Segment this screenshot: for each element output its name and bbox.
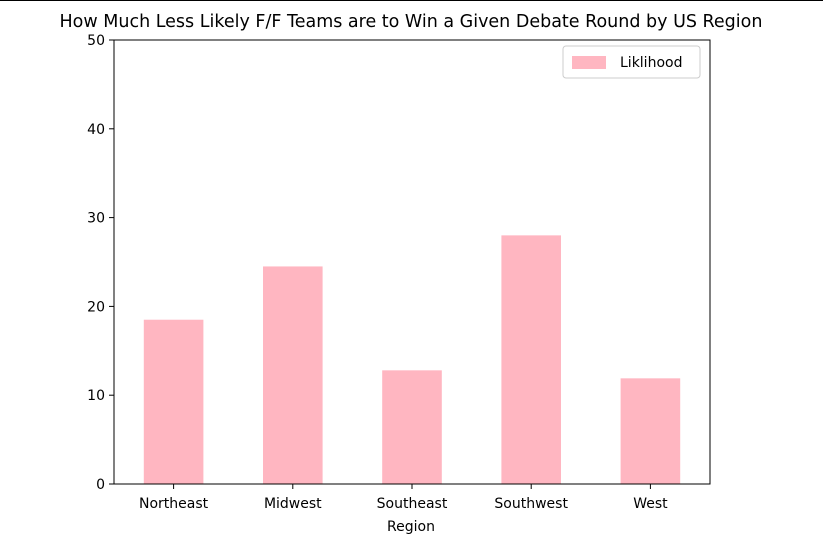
y-tick-label-50: 50 (87, 33, 105, 49)
chart-title: How Much Less Likely F/F Teams are to Wi… (60, 12, 763, 32)
x-tick-label-northeast: Northeast (139, 496, 209, 512)
y-tick-label-20: 20 (87, 299, 105, 315)
y-tick-label-10: 10 (87, 388, 105, 404)
x-axis-label: Region (387, 519, 435, 535)
y-tick-label-30: 30 (87, 211, 105, 227)
legend: Liklihood (562, 45, 701, 79)
y-tick-label-40: 40 (87, 122, 105, 138)
bar-southeast (382, 370, 442, 484)
bar-midwest (263, 266, 323, 484)
bar-northeast (143, 319, 204, 484)
x-tick-label-midwest: Midwest (264, 496, 322, 512)
legend-frame (562, 45, 701, 79)
x-tick-label-southwest: Southwest (494, 496, 568, 512)
bar-southwest (501, 235, 561, 484)
x-tick-label-southeast: Southeast (377, 496, 448, 512)
legend-label: Liklihood (620, 55, 682, 71)
plot-area: Northeast Midwest Southeast Southwest West 0 1… (87, 33, 711, 512)
axes-frame (113, 39, 711, 485)
bar-west (620, 378, 681, 484)
legend-swatch (572, 56, 606, 69)
x-tick-label-west: West (633, 496, 668, 512)
y-tick-label-0: 0 (96, 477, 105, 493)
